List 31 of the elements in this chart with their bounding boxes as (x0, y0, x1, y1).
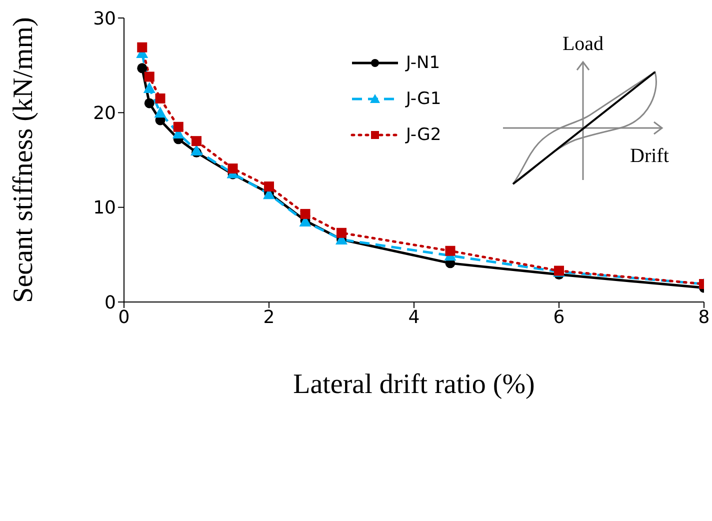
x-tick-label: 4 (408, 306, 420, 328)
x-axis-title: Lateral drift ratio (%) (293, 369, 535, 400)
legend-label: J-G2 (406, 125, 442, 145)
point (137, 42, 148, 52)
y-tick-label: 10 (93, 198, 116, 219)
annotation: Drift (630, 145, 670, 167)
point (190, 144, 202, 156)
legend-label: J-G1 (406, 89, 442, 109)
y-tick-label: 20 (93, 103, 116, 124)
y-tick-label: 0 (104, 292, 116, 314)
point (264, 182, 274, 192)
point (154, 106, 166, 118)
point (336, 228, 346, 238)
point (137, 63, 148, 74)
x-tick-label: 2 (263, 306, 275, 328)
point (228, 164, 238, 174)
x-tick-label: 0 (118, 306, 130, 328)
annotation: Load (562, 33, 604, 55)
point (155, 93, 166, 104)
point (173, 122, 184, 132)
point (144, 72, 154, 82)
point (445, 246, 456, 256)
point (192, 136, 202, 146)
y-axis-title: Secant stiffness (kN/mm) (8, 17, 39, 303)
point (143, 82, 156, 94)
point (300, 208, 310, 219)
y-tick-label: 30 (93, 8, 116, 30)
x-tick-label: 8 (698, 306, 710, 328)
point (144, 98, 154, 108)
x-tick-label: 6 (553, 306, 565, 328)
legend-label: J-N1 (406, 53, 440, 73)
